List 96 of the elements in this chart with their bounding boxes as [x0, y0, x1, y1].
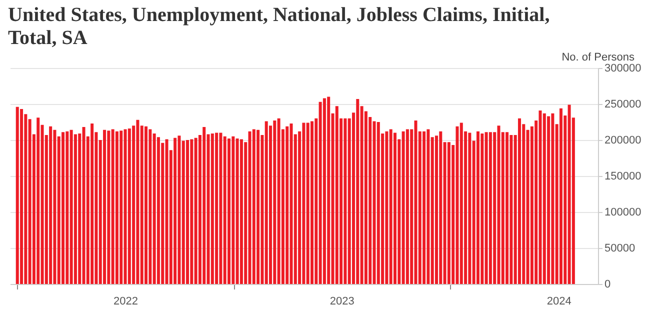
- bar: [16, 106, 19, 284]
- bar: [322, 98, 326, 284]
- bar: [144, 126, 148, 284]
- bar: [103, 130, 106, 284]
- bar: [385, 131, 388, 284]
- y-tick-label: 200000: [604, 134, 642, 146]
- bar: [551, 113, 554, 284]
- bar: [273, 120, 276, 284]
- bar: [376, 122, 380, 284]
- bar: [115, 131, 118, 284]
- bar: [344, 118, 347, 284]
- bar: [434, 136, 438, 284]
- bar: [36, 118, 40, 284]
- bar: [82, 127, 86, 284]
- bar: [20, 109, 24, 284]
- bar: [264, 121, 268, 284]
- bar: [306, 122, 310, 284]
- bar: [215, 132, 218, 284]
- bar: [232, 136, 235, 284]
- bar: [356, 98, 360, 284]
- bar: [542, 113, 546, 284]
- bar: [456, 126, 459, 284]
- bar: [111, 129, 114, 284]
- bar: [414, 120, 418, 284]
- bar: [165, 139, 168, 284]
- bar: [394, 132, 396, 284]
- bar: [484, 132, 488, 284]
- bar: [256, 130, 260, 284]
- bar: [124, 129, 127, 284]
- bar: [447, 142, 450, 284]
- bar: [107, 130, 110, 284]
- bar: [402, 131, 405, 284]
- bar: [156, 137, 160, 284]
- y-tick-label: 50000: [604, 242, 636, 254]
- bar: [53, 130, 56, 284]
- y-tick-label: 150000: [604, 170, 642, 182]
- bar: [559, 108, 562, 284]
- bar: [236, 138, 239, 284]
- y-tick-label: 0: [604, 278, 611, 290]
- bar: [286, 126, 289, 284]
- bar: [210, 134, 214, 284]
- bar: [128, 128, 131, 284]
- bar: [302, 122, 306, 284]
- chart-title: United States, Unemployment, National, Jobless Claims, Initial, Total, SA: [7, 3, 551, 49]
- bar: [510, 134, 513, 284]
- bar: [290, 123, 293, 284]
- bar: [228, 138, 231, 284]
- bar: [186, 140, 190, 284]
- bar: [480, 134, 484, 284]
- bar: [488, 132, 492, 284]
- bar: [223, 136, 226, 284]
- x-tick-label: 2024: [546, 296, 572, 308]
- bar: [49, 126, 52, 284]
- bar: [219, 132, 222, 284]
- bar: [277, 118, 280, 284]
- y-tick-label: 100000: [604, 206, 642, 218]
- bar: [372, 121, 376, 284]
- bar: [178, 136, 181, 284]
- y-tick-label: 300000: [604, 62, 642, 74]
- bar: [506, 132, 509, 284]
- bar: [148, 129, 152, 284]
- bar: [568, 104, 571, 284]
- bar: [460, 122, 463, 284]
- bar: [538, 110, 542, 284]
- bar: [120, 130, 123, 284]
- bar: [497, 126, 500, 284]
- bar: [174, 138, 177, 284]
- bar: [194, 138, 198, 284]
- bar: [248, 131, 252, 284]
- bar: [426, 129, 430, 284]
- bar: [439, 131, 442, 284]
- bar: [518, 118, 521, 284]
- bar: [468, 132, 472, 284]
- bar: [318, 102, 322, 284]
- bar: [74, 134, 77, 284]
- bar: [389, 129, 392, 284]
- bar: [327, 96, 330, 284]
- bar: [66, 131, 69, 284]
- bar: [202, 127, 206, 284]
- y-tick-label: 250000: [604, 98, 642, 110]
- x-tick-label: 2022: [114, 296, 138, 308]
- bar: [547, 116, 550, 284]
- bar: [190, 139, 194, 284]
- bar: [335, 106, 338, 284]
- bar: [406, 129, 409, 284]
- bar: [62, 132, 65, 284]
- bar: [476, 131, 480, 284]
- bar: [422, 131, 426, 284]
- bar: [136, 120, 140, 284]
- bar: [252, 129, 256, 284]
- bar: [70, 130, 73, 284]
- bar: [310, 121, 314, 284]
- bar: [240, 139, 243, 284]
- y-axis-title: No. of Persons: [562, 52, 635, 64]
- bar: [90, 123, 94, 284]
- x-tick-label: 2023: [330, 296, 354, 308]
